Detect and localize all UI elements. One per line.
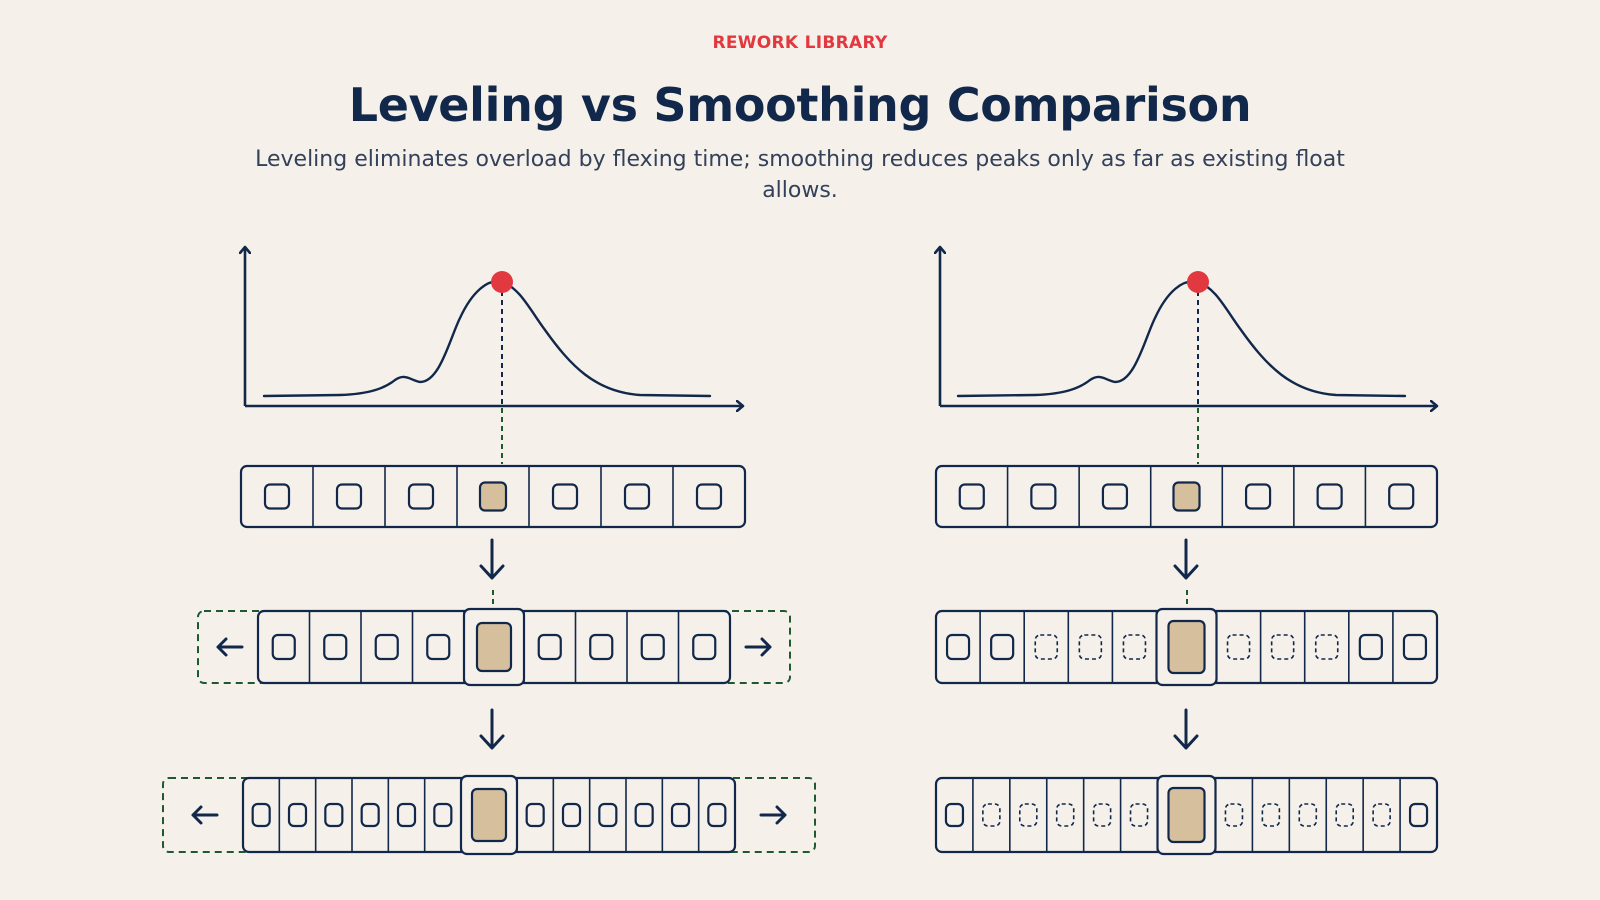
task-block bbox=[1402, 633, 1428, 661]
smoothing-stage3-timeline bbox=[934, 774, 1439, 856]
task-block bbox=[944, 802, 965, 828]
timeline-frame bbox=[239, 464, 747, 529]
task-block bbox=[623, 483, 651, 510]
timeline-frame bbox=[934, 464, 1439, 529]
peak-marker bbox=[1187, 271, 1209, 293]
task-block bbox=[945, 633, 971, 661]
peak-task-block bbox=[478, 481, 508, 512]
float-slot-block bbox=[1314, 634, 1339, 660]
down-arrow-icon bbox=[1173, 708, 1199, 750]
down-arrow-icon bbox=[1173, 538, 1199, 580]
task-block bbox=[374, 633, 399, 661]
task-block bbox=[640, 633, 665, 661]
task-block bbox=[1408, 802, 1429, 828]
smoothing-stage1-timeline bbox=[934, 464, 1439, 529]
task-block bbox=[707, 802, 727, 828]
task-block bbox=[396, 802, 417, 828]
float-slot-block bbox=[1372, 803, 1391, 827]
float-slot-block bbox=[1055, 803, 1075, 827]
load-curve bbox=[262, 280, 712, 398]
task-block bbox=[407, 483, 435, 510]
float-slot-block bbox=[982, 803, 1001, 827]
task-block bbox=[271, 633, 296, 661]
float-slot-block bbox=[1034, 634, 1059, 660]
smoothing-load-chart bbox=[940, 248, 1436, 464]
arrow-right-icon bbox=[744, 637, 772, 657]
task-block bbox=[551, 483, 579, 510]
float-slot-block bbox=[1224, 803, 1244, 827]
down-arrow-icon bbox=[479, 708, 505, 750]
peak-task-block bbox=[475, 621, 513, 673]
task-block bbox=[1388, 483, 1415, 510]
task-block bbox=[360, 802, 380, 828]
task-block bbox=[692, 633, 717, 661]
float-slot-block bbox=[1092, 803, 1112, 827]
float-slot-block bbox=[1226, 634, 1251, 660]
page-title: Leveling vs Smoothing Comparison bbox=[348, 78, 1252, 132]
load-curve bbox=[956, 280, 1407, 398]
task-block bbox=[324, 802, 344, 828]
task-block bbox=[335, 483, 363, 510]
task-block bbox=[426, 633, 451, 661]
task-block bbox=[598, 802, 618, 828]
leveling-stage3-timeline bbox=[162, 774, 816, 856]
task-block bbox=[1244, 483, 1272, 510]
float-slot-block bbox=[1129, 803, 1149, 827]
task-block bbox=[263, 483, 291, 510]
task-block bbox=[634, 802, 654, 828]
task-block bbox=[1101, 483, 1129, 510]
task-block bbox=[1316, 483, 1343, 510]
smoothing-stage2-timeline bbox=[934, 607, 1439, 687]
task-block bbox=[589, 633, 614, 661]
arrow-left-icon bbox=[191, 805, 219, 825]
arrow-left-icon bbox=[216, 637, 244, 657]
leveling-stage1-timeline bbox=[239, 464, 747, 529]
peak-marker bbox=[491, 271, 513, 293]
peak-task-block bbox=[470, 787, 508, 843]
smoothing-panel bbox=[934, 248, 1439, 856]
float-slot-block bbox=[1298, 803, 1318, 827]
task-block bbox=[251, 802, 271, 828]
leveling-panel bbox=[162, 248, 816, 856]
leveling-load-chart bbox=[245, 248, 742, 464]
float-slot-block bbox=[1270, 634, 1295, 660]
task-block bbox=[695, 483, 723, 510]
task-block bbox=[1030, 483, 1057, 510]
peak-task-block bbox=[1167, 619, 1206, 675]
task-block bbox=[958, 483, 985, 510]
task-block bbox=[537, 633, 562, 661]
leveling-stage2-timeline bbox=[197, 607, 791, 687]
float-slot-block bbox=[1261, 803, 1281, 827]
peak-task-block bbox=[1167, 786, 1206, 844]
eyebrow-label: REWORK LIBRARY bbox=[712, 33, 888, 53]
down-arrow-icon bbox=[479, 538, 505, 580]
float-slot-block bbox=[1335, 803, 1355, 827]
float-slot-block bbox=[1078, 634, 1103, 660]
task-block bbox=[433, 802, 453, 828]
task-block bbox=[323, 633, 348, 661]
task-block bbox=[1358, 633, 1383, 661]
task-block bbox=[670, 802, 691, 828]
task-block bbox=[990, 633, 1015, 661]
task-block bbox=[561, 802, 582, 828]
arrow-right-icon bbox=[759, 805, 787, 825]
page-subtitle: Leveling eliminates overload by flexing … bbox=[255, 147, 1345, 203]
task-block bbox=[525, 802, 545, 828]
float-slot-block bbox=[1122, 634, 1147, 660]
peak-task-block bbox=[1172, 481, 1201, 512]
float-slot-block bbox=[1018, 803, 1038, 827]
task-block bbox=[287, 802, 308, 828]
